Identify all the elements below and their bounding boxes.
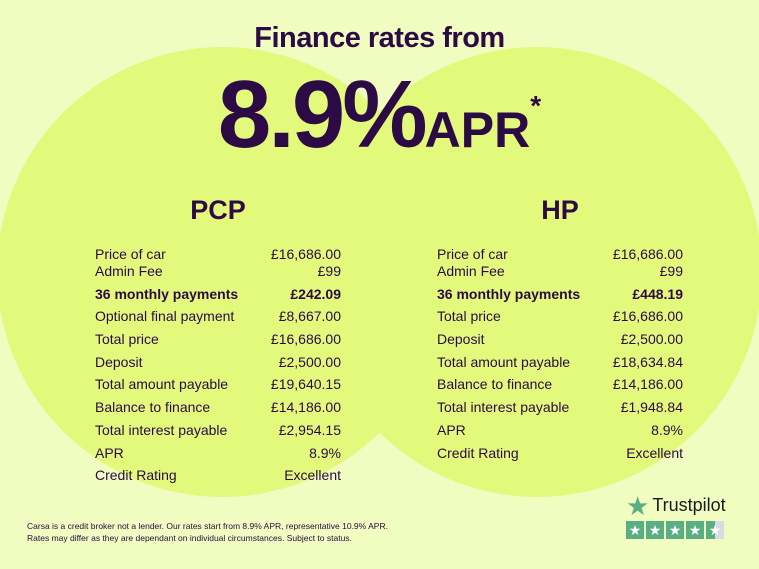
row-label: Price of car bbox=[437, 246, 508, 262]
row-label: APR bbox=[437, 421, 466, 438]
row-label: Credit Rating bbox=[437, 444, 519, 461]
row-label: Deposit bbox=[437, 331, 485, 348]
pcp-title: PCP bbox=[190, 195, 246, 225]
row-value: £14,186.00 bbox=[612, 376, 683, 393]
table-row: Price of car £16,686.00 bbox=[95, 246, 341, 263]
row-value: £19,640.15 bbox=[270, 376, 341, 393]
decorative-circle-right bbox=[312, 47, 759, 497]
rate-value: 8.9% bbox=[217, 61, 428, 168]
table-row: Total interest payable £1,948.84 bbox=[437, 399, 683, 422]
table-row: Total interest payable £2,954.15 bbox=[95, 422, 341, 445]
table-row: 36 monthly payments £448.19 bbox=[437, 286, 683, 309]
star-icon: ★ bbox=[626, 521, 644, 539]
disclaimer-line: Rates may differ as they are dependant o… bbox=[27, 533, 352, 543]
row-label: Total amount payable bbox=[95, 376, 229, 393]
row-value: Excellent bbox=[626, 444, 683, 461]
hp-rows: Price of car £16,686.00 Admin Fee £99 36 mon… bbox=[437, 246, 683, 467]
row-label: Total price bbox=[95, 331, 159, 348]
table-row: Credit Rating Excellent bbox=[437, 445, 683, 468]
asterisk: * bbox=[530, 90, 542, 121]
table-row: Admin Fee £99 bbox=[95, 263, 341, 286]
table-row: APR 8.9% bbox=[95, 445, 341, 468]
row-value: £99 bbox=[659, 263, 683, 279]
trustpilot-name: Trustpilot bbox=[652, 495, 726, 515]
row-value: £16,686.00 bbox=[612, 246, 683, 262]
table-row: Price of car £16,686.00 bbox=[437, 246, 683, 263]
table-row: Admin Fee £99 bbox=[437, 263, 683, 286]
table-row: Total amount payable £19,640.15 bbox=[95, 376, 341, 399]
disclaimer-line: Carsa is a credit broker not a lender. O… bbox=[27, 521, 388, 531]
star-half-icon: ★ bbox=[706, 521, 724, 539]
row-value: 8.9% bbox=[651, 421, 683, 438]
table-row: Credit Rating Excellent bbox=[95, 467, 341, 490]
disclaimer: Carsa is a credit broker not a lender. O… bbox=[27, 520, 388, 544]
table-row: APR 8.9% bbox=[437, 422, 683, 445]
table-row: Deposit £2,500.00 bbox=[437, 331, 683, 354]
row-label: 36 monthly payments bbox=[95, 285, 239, 302]
trustpilot-rating: ★ ★ ★ ★ ★ bbox=[626, 521, 726, 539]
row-value: £1,948.84 bbox=[620, 399, 683, 416]
row-label: APR bbox=[95, 444, 124, 461]
row-value: £16,686.00 bbox=[270, 331, 341, 348]
table-row: Total price £16,686.00 bbox=[95, 331, 341, 354]
star-icon: ★ bbox=[626, 490, 650, 521]
row-value: 8.9% bbox=[309, 444, 341, 461]
table-row: Total price £16,686.00 bbox=[437, 308, 683, 331]
star-icon: ★ bbox=[646, 521, 664, 539]
row-label: Credit Rating bbox=[95, 467, 177, 484]
row-label: Total amount payable bbox=[437, 353, 571, 370]
row-label: Admin Fee bbox=[95, 263, 163, 279]
row-label: Price of car bbox=[95, 246, 166, 262]
row-value: Excellent bbox=[284, 467, 341, 484]
pcp-table: PCP Price of car £16,686.00 Admin Fee £99 36… bbox=[95, 195, 341, 490]
row-value: £2,954.15 bbox=[278, 421, 341, 438]
hp-table: HP Price of car £16,686.00 Admin Fee £99 36 … bbox=[437, 195, 683, 467]
row-label: Total interest payable bbox=[95, 421, 228, 438]
row-label: Balance to finance bbox=[95, 399, 211, 416]
row-value: £14,186.00 bbox=[270, 399, 341, 416]
table-row: Balance to finance £14,186.00 bbox=[95, 399, 341, 422]
table-row: Balance to finance £14,186.00 bbox=[437, 376, 683, 399]
row-label: Balance to finance bbox=[437, 376, 553, 393]
rate-display: 8.9%APR* bbox=[0, 60, 759, 170]
row-label: Total price bbox=[437, 308, 501, 325]
hp-title: HP bbox=[541, 195, 579, 225]
row-value: £18,634.84 bbox=[612, 353, 683, 370]
table-row: Deposit £2,500.00 bbox=[95, 354, 341, 377]
rate-unit: APR bbox=[424, 102, 531, 158]
row-label: Optional final payment bbox=[95, 308, 235, 325]
row-value: £448.19 bbox=[632, 285, 683, 302]
table-row: 36 monthly payments £242.09 bbox=[95, 286, 341, 309]
row-value: £99 bbox=[317, 263, 341, 279]
row-value: £2,500.00 bbox=[278, 353, 341, 370]
row-label: Deposit bbox=[95, 353, 143, 370]
table-row: Optional final payment £8,667.00 bbox=[95, 308, 341, 331]
row-value: £8,667.00 bbox=[278, 308, 341, 325]
row-value: £16,686.00 bbox=[270, 246, 341, 262]
row-value: £2,500.00 bbox=[620, 331, 683, 348]
row-value: £242.09 bbox=[290, 285, 341, 302]
table-row: Total amount payable £18,634.84 bbox=[437, 354, 683, 377]
star-icon: ★ bbox=[666, 521, 684, 539]
trustpilot-badge[interactable]: ★ Trustpilot ★ ★ ★ ★ ★ bbox=[626, 490, 726, 539]
row-value: £16,686.00 bbox=[612, 308, 683, 325]
row-label: Admin Fee bbox=[437, 263, 505, 279]
pcp-rows: Price of car £16,686.00 Admin Fee £99 36 mon… bbox=[95, 246, 341, 490]
row-label: Total interest payable bbox=[437, 399, 570, 416]
headline: Finance rates from bbox=[254, 22, 505, 54]
star-icon: ★ bbox=[686, 521, 704, 539]
row-label: 36 monthly payments bbox=[437, 285, 581, 302]
